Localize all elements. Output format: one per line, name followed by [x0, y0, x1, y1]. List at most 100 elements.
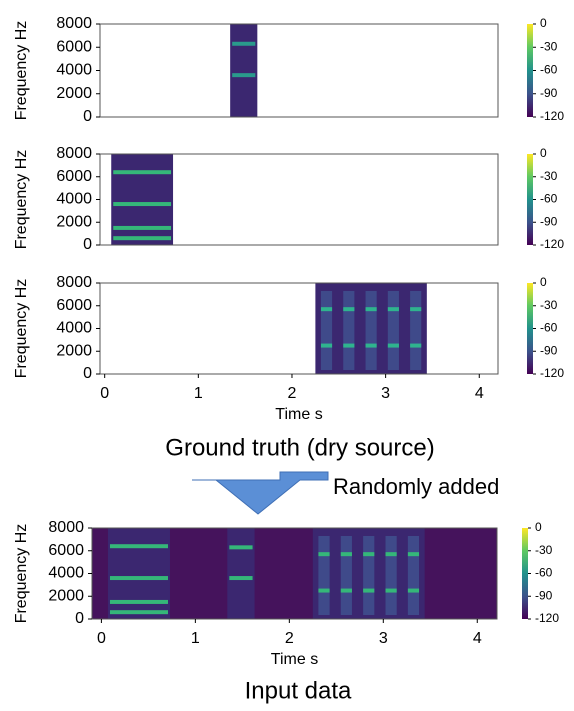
colorbar-tick-label: -30	[540, 39, 558, 53]
x-tick-label: 0	[97, 630, 106, 647]
band	[410, 307, 422, 312]
band	[232, 73, 256, 78]
band	[113, 170, 172, 175]
colorbar-tick-label: -90	[540, 214, 558, 228]
y-axis-label: Frequency Hz	[13, 150, 30, 250]
pulse	[340, 536, 352, 615]
y-tick-label: 8000	[48, 519, 84, 536]
band	[410, 343, 422, 348]
colorbar-tick-label: 0	[535, 520, 542, 534]
band	[407, 552, 420, 557]
band	[109, 544, 168, 549]
x-tick-label: 4	[473, 630, 482, 647]
x-tick-label: 0	[100, 385, 109, 402]
x-axis-label: Time s	[271, 651, 318, 668]
colorbar	[527, 154, 533, 245]
plot-background	[100, 24, 498, 117]
y-tick-label: 8000	[56, 145, 92, 162]
y-tick-label: 6000	[56, 168, 92, 185]
colorbar-tick-label: -60	[535, 566, 553, 580]
segment	[107, 528, 170, 619]
y-tick-label: 0	[83, 365, 92, 382]
band	[109, 576, 168, 581]
x-tick-label: 1	[194, 385, 203, 402]
band	[365, 307, 377, 312]
y-tick-label: 6000	[56, 38, 92, 55]
colorbar-tick-label: -90	[540, 86, 558, 100]
y-tick-label: 6000	[48, 542, 84, 559]
band	[232, 41, 256, 46]
band	[365, 343, 377, 348]
colorbar	[527, 283, 533, 374]
y-tick-label: 8000	[56, 15, 92, 32]
pulse	[407, 536, 420, 615]
colorbar-tick-label: -60	[540, 321, 558, 335]
colorbar-tick-label: 0	[540, 275, 547, 289]
y-tick-label: 2000	[56, 342, 92, 359]
segment	[230, 24, 258, 117]
y-axis-label: Frequency Hz	[13, 279, 30, 379]
y-tick-label: 2000	[56, 85, 92, 102]
y-tick-label: 0	[83, 236, 92, 253]
x-tick-label: 3	[379, 630, 388, 647]
band	[407, 588, 420, 593]
caption: Input data	[245, 677, 352, 704]
colorbar-tick-label: -90	[540, 343, 558, 357]
colorbar-tick-label: -60	[540, 192, 558, 206]
y-tick-label: 4000	[48, 565, 84, 582]
x-tick-label: 2	[285, 630, 294, 647]
band	[113, 236, 172, 241]
y-tick-label: 4000	[56, 62, 92, 79]
x-tick-label: 1	[191, 630, 200, 647]
pulse	[410, 291, 422, 370]
y-axis-label: Frequency Hz	[13, 21, 30, 121]
y-tick-label: 2000	[56, 213, 92, 230]
y-tick-label: 6000	[56, 297, 92, 314]
band	[387, 343, 399, 348]
band	[320, 343, 333, 348]
x-tick-label: 3	[381, 385, 390, 402]
segment	[227, 528, 255, 619]
y-tick-label: 2000	[48, 587, 84, 604]
y-tick-label: 0	[83, 108, 92, 125]
band	[343, 343, 355, 348]
y-tick-label: 4000	[56, 191, 92, 208]
caption: Randomly added	[333, 474, 499, 499]
arrow	[192, 471, 329, 515]
y-tick-label: 4000	[56, 320, 92, 337]
band	[363, 552, 375, 557]
x-tick-label: 4	[475, 385, 484, 402]
colorbar-tick-label: -30	[540, 298, 558, 312]
colorbar	[527, 24, 533, 117]
band	[109, 610, 168, 615]
pulse	[343, 291, 355, 370]
plot-background	[100, 283, 498, 374]
colorbar-tick-label: -120	[540, 366, 564, 380]
pulse	[318, 536, 330, 615]
band	[113, 202, 172, 207]
band	[229, 545, 253, 550]
colorbar-tick-label: -60	[540, 63, 558, 77]
pulse	[385, 536, 397, 615]
band	[340, 588, 352, 593]
colorbar-tick-label: -120	[535, 611, 559, 625]
pulse	[387, 291, 399, 370]
band	[343, 307, 355, 312]
band	[387, 307, 399, 312]
y-axis-label: Frequency Hz	[13, 524, 30, 624]
y-tick-label: 0	[75, 610, 84, 627]
band	[385, 552, 397, 557]
segment	[111, 154, 174, 245]
colorbar-tick-label: -120	[540, 109, 564, 123]
pulse	[365, 291, 377, 370]
x-axis-label: Time s	[275, 406, 322, 423]
colorbar-tick-label: -120	[540, 237, 564, 251]
band	[109, 599, 168, 604]
colorbar-tick-label: 0	[540, 16, 547, 30]
band	[229, 576, 253, 581]
colorbar	[522, 528, 528, 619]
band	[320, 307, 333, 312]
x-tick-label: 2	[288, 385, 297, 402]
band	[385, 588, 397, 593]
